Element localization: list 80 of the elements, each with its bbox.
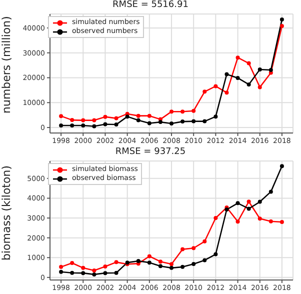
point xyxy=(192,246,196,250)
point xyxy=(246,82,251,86)
point xyxy=(192,108,196,113)
point xyxy=(59,124,64,128)
point xyxy=(202,239,207,244)
point xyxy=(114,122,118,127)
point xyxy=(192,262,196,266)
point xyxy=(92,118,96,122)
point xyxy=(180,120,185,124)
point xyxy=(214,252,218,256)
point xyxy=(147,121,152,126)
point xyxy=(170,122,174,126)
point xyxy=(202,90,207,94)
point xyxy=(280,220,284,224)
point xyxy=(236,76,240,80)
point xyxy=(180,264,185,269)
point xyxy=(147,114,152,118)
point xyxy=(258,68,262,72)
point xyxy=(103,264,108,269)
point xyxy=(192,119,196,124)
point xyxy=(214,114,218,119)
point xyxy=(92,124,96,128)
point xyxy=(114,116,118,120)
point xyxy=(158,264,162,268)
point xyxy=(202,258,207,262)
point xyxy=(59,270,64,274)
point xyxy=(136,118,140,122)
point xyxy=(81,118,86,122)
point xyxy=(170,262,174,266)
point xyxy=(214,216,218,220)
point xyxy=(70,260,74,265)
point xyxy=(147,254,152,258)
chart-title: RMSE = 937.25 xyxy=(114,147,187,158)
point xyxy=(268,219,273,224)
point xyxy=(258,85,262,90)
point xyxy=(258,200,262,204)
point xyxy=(114,270,118,275)
point xyxy=(236,56,240,60)
point xyxy=(81,124,86,128)
point xyxy=(92,268,96,272)
point xyxy=(280,17,284,22)
point xyxy=(236,201,240,206)
chart-title: RMSE = 5516.91 xyxy=(112,0,190,11)
point xyxy=(224,90,229,95)
point xyxy=(214,84,218,88)
point xyxy=(170,266,174,270)
point xyxy=(70,270,74,275)
point xyxy=(114,260,118,264)
point xyxy=(136,258,140,263)
point xyxy=(92,272,96,276)
point xyxy=(70,124,74,128)
point xyxy=(268,190,273,194)
point xyxy=(158,120,162,124)
y-axis-title: biomass (kiloton) xyxy=(0,166,13,260)
point xyxy=(103,122,108,126)
point xyxy=(180,110,185,114)
point xyxy=(103,271,108,276)
point xyxy=(246,61,251,66)
point xyxy=(180,247,185,252)
point xyxy=(59,264,64,269)
point xyxy=(81,271,86,276)
point xyxy=(246,206,251,211)
point xyxy=(70,118,74,122)
point xyxy=(224,72,229,76)
point xyxy=(81,266,86,270)
point xyxy=(158,260,162,264)
point xyxy=(280,24,284,28)
y-axis-title: numbers (million) xyxy=(0,16,13,114)
point xyxy=(258,216,262,221)
point xyxy=(236,220,240,224)
point xyxy=(147,260,152,265)
point xyxy=(125,114,130,119)
point xyxy=(268,68,273,72)
point xyxy=(136,114,140,118)
point xyxy=(202,119,207,124)
point xyxy=(246,200,251,204)
point xyxy=(170,110,174,114)
point xyxy=(280,164,284,168)
point xyxy=(103,114,108,119)
point xyxy=(59,114,64,118)
